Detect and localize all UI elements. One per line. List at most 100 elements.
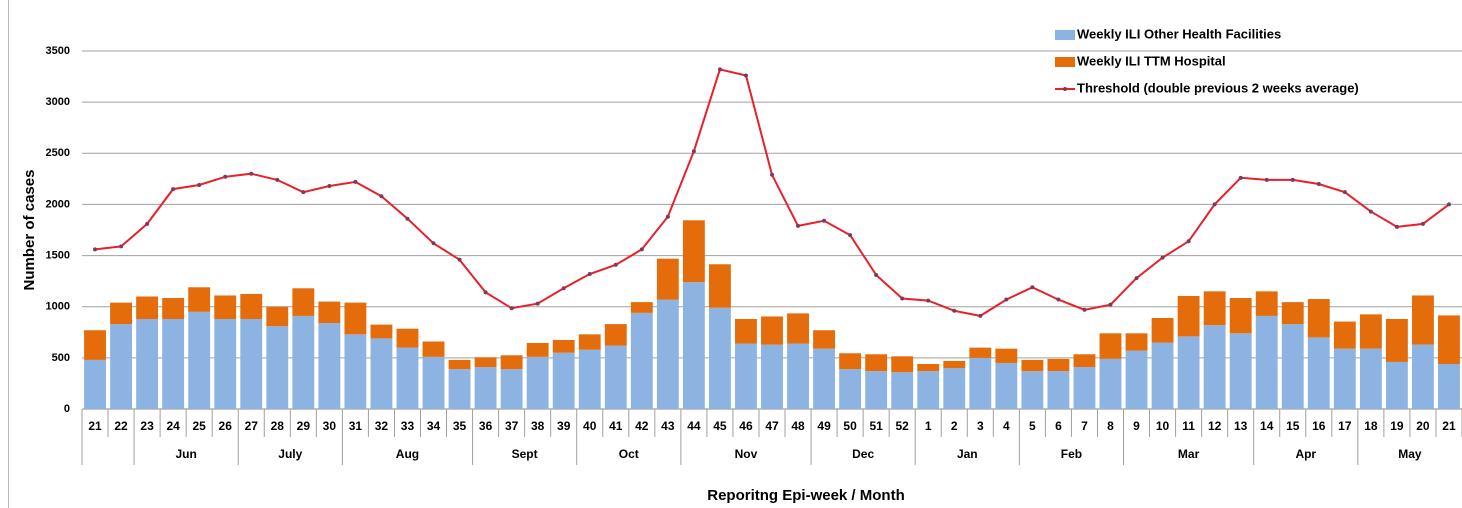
line-marker xyxy=(1186,239,1191,244)
bar-segment xyxy=(917,371,940,409)
line-marker xyxy=(1394,224,1399,229)
bar-segment xyxy=(552,352,575,409)
bar-segment xyxy=(969,357,992,409)
line-marker xyxy=(1368,209,1373,214)
month-label: Oct xyxy=(619,447,639,461)
x-tick-label: 48 xyxy=(791,419,805,433)
threshold-line xyxy=(94,68,1450,317)
x-tick-label: 11 xyxy=(1182,419,1195,433)
line-marker xyxy=(1420,221,1425,226)
bar-segment xyxy=(761,344,783,409)
bar-segment xyxy=(1021,359,1044,372)
month-label: Dec xyxy=(852,447,874,461)
x-tick-label: 22 xyxy=(114,419,128,433)
bar-segment xyxy=(578,349,601,409)
bar-segment xyxy=(162,318,185,409)
legend-label: Threshold (double previous 2 weeks avera… xyxy=(1077,80,1359,95)
bar-segment xyxy=(708,307,731,409)
x-tick-label: 33 xyxy=(401,419,415,433)
x-tick-label: 42 xyxy=(635,419,649,433)
bar-segment xyxy=(787,313,809,344)
line-marker xyxy=(379,194,384,199)
bar-segment xyxy=(1073,354,1096,368)
month-label: Apr xyxy=(1295,447,1316,461)
line-marker xyxy=(691,149,696,154)
bar-segment xyxy=(240,293,263,319)
bar-segment xyxy=(422,356,445,409)
line-marker xyxy=(770,172,774,177)
bar-segment xyxy=(865,371,888,409)
month-label: Jun xyxy=(175,447,196,461)
legend-marker xyxy=(1063,87,1067,91)
x-tick-label: 40 xyxy=(583,419,597,433)
x-tick-label: 10 xyxy=(1156,419,1170,433)
bar-segment xyxy=(344,334,367,409)
bar-segment xyxy=(500,369,523,409)
line-marker xyxy=(1316,181,1321,186)
legend-label: Weekly ILI TTM Hospital xyxy=(1077,53,1226,68)
x-tick-label: 36 xyxy=(479,419,493,433)
line-marker xyxy=(1082,307,1087,312)
bar-segment xyxy=(422,341,445,357)
line-marker xyxy=(431,241,436,246)
line-marker xyxy=(978,313,983,318)
x-tick-label: 16 xyxy=(1312,419,1326,433)
y-tick-label: 1500 xyxy=(46,249,70,261)
x-tick-label: 31 xyxy=(349,419,363,433)
bar-segment xyxy=(630,312,653,409)
line-marker xyxy=(353,179,358,184)
line-marker xyxy=(743,73,748,78)
line-marker xyxy=(483,290,488,295)
line-marker xyxy=(197,182,202,187)
bar-segment xyxy=(214,318,237,409)
line-marker xyxy=(613,262,618,267)
bar-segment xyxy=(1281,302,1304,325)
line-marker xyxy=(900,296,905,301)
bar-segment xyxy=(1385,361,1408,409)
x-tick-label: 19 xyxy=(1390,419,1404,433)
y-tick-label: 0 xyxy=(64,403,70,415)
x-tick-label: 52 xyxy=(896,419,910,433)
bar-segment xyxy=(865,354,888,372)
bar-segment xyxy=(787,343,809,409)
line-marker xyxy=(1342,190,1347,195)
bar-segment xyxy=(370,338,393,409)
bar-segment xyxy=(813,330,836,349)
bar-segment xyxy=(318,301,341,324)
bar-segment xyxy=(500,355,523,370)
line-marker xyxy=(1108,302,1113,307)
line-marker xyxy=(535,301,540,306)
bar-segment xyxy=(1047,358,1070,372)
bar-segment xyxy=(682,282,705,409)
bar-segment xyxy=(396,347,419,409)
line-marker xyxy=(223,174,228,179)
x-tick-label: 21 xyxy=(1442,419,1456,433)
x-tick-label: 17 xyxy=(1338,419,1352,433)
bar-segment xyxy=(136,296,159,319)
bar-segment xyxy=(735,343,757,409)
line-marker xyxy=(639,247,644,252)
y-tick-label: 2000 xyxy=(46,198,70,210)
line-marker xyxy=(1160,255,1165,260)
x-tick-label: 49 xyxy=(817,419,831,433)
x-tick-label: 46 xyxy=(739,419,753,433)
bar-segment xyxy=(448,359,471,370)
bar-segment xyxy=(1125,333,1148,351)
bar-segment xyxy=(891,356,914,373)
line-marker xyxy=(587,271,592,276)
bar-segment xyxy=(292,315,315,409)
x-axis-title: Reporitng Epi-week / Month xyxy=(707,487,905,504)
bar-segment xyxy=(188,287,211,312)
bar-segment xyxy=(240,318,263,409)
bar-segment xyxy=(578,334,601,350)
bar-segment xyxy=(266,306,289,327)
line-marker xyxy=(1290,177,1295,182)
bar-segment xyxy=(995,348,1018,363)
x-tick-label: 2 xyxy=(951,419,958,433)
line-marker xyxy=(952,308,957,313)
bar-segment xyxy=(1412,344,1434,409)
line-marker xyxy=(301,190,306,195)
x-tick-label: 8 xyxy=(1107,419,1114,433)
x-tick-label: 38 xyxy=(531,419,545,433)
line-marker xyxy=(1264,177,1269,182)
